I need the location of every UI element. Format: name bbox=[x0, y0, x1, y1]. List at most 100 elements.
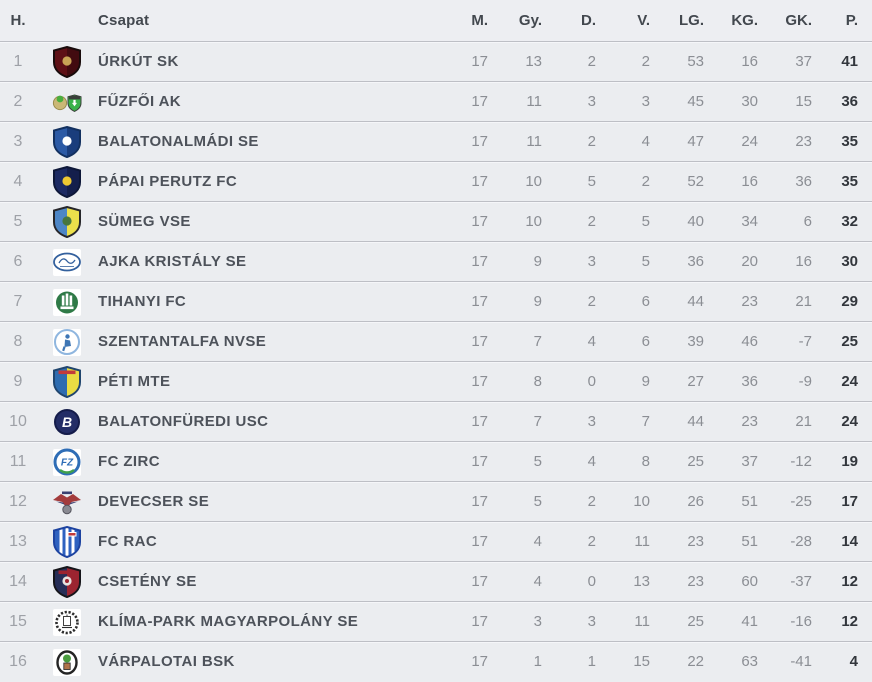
stat-v: 8 bbox=[641, 453, 650, 470]
stat-points: 24 bbox=[841, 413, 858, 430]
column-header-d: D. bbox=[581, 12, 596, 29]
klima-park-magyarpolany-se-crest-icon bbox=[36, 606, 98, 638]
stat-points: 32 bbox=[841, 213, 858, 230]
stat-gk: -16 bbox=[790, 613, 812, 630]
varpalotai-bsk-crest-icon bbox=[36, 646, 98, 678]
team-name-link[interactable]: BALATONALMÁDI SE bbox=[98, 133, 259, 150]
stat-gy: 1 bbox=[533, 653, 542, 670]
stat-d: 2 bbox=[587, 533, 596, 550]
stat-gy: 9 bbox=[533, 293, 542, 310]
stat-lg: 40 bbox=[687, 213, 704, 230]
table-row[interactable]: 7 TIHANYI FC 17 9 2 6 44 23 21 29 bbox=[0, 281, 872, 321]
position-number: 16 bbox=[9, 652, 27, 670]
stat-v: 6 bbox=[641, 293, 650, 310]
stat-lg: 45 bbox=[687, 93, 704, 110]
table-row[interactable]: 14 CSETÉNY SE 17 4 0 13 23 60 -37 12 bbox=[0, 561, 872, 601]
svg-text:B: B bbox=[62, 414, 72, 430]
stat-gk: -12 bbox=[790, 453, 812, 470]
stat-d: 2 bbox=[587, 493, 596, 510]
stat-d: 3 bbox=[587, 93, 596, 110]
stat-gk: -28 bbox=[790, 533, 812, 550]
team-name-link[interactable]: VÁRPALOTAI BSK bbox=[98, 653, 235, 670]
stat-gy: 13 bbox=[525, 53, 542, 70]
stat-points: 14 bbox=[841, 533, 858, 550]
stat-v: 7 bbox=[641, 413, 650, 430]
table-row[interactable]: 9 PÉTI MTE 17 8 0 9 27 36 -9 24 bbox=[0, 361, 872, 401]
team-name-link[interactable]: AJKA KRISTÁLY SE bbox=[98, 253, 247, 270]
table-row[interactable]: 13 FC RAC 17 4 2 11 23 51 -28 14 bbox=[0, 521, 872, 561]
stat-points: 12 bbox=[841, 613, 858, 630]
table-row[interactable]: 10 B BALATONFÜREDI USC 17 7 3 7 44 23 21 24 bbox=[0, 401, 872, 441]
table-row[interactable]: 5 SÜMEG VSE 17 10 2 5 40 34 6 32 bbox=[0, 201, 872, 241]
column-header-m: M. bbox=[471, 12, 488, 29]
position-number: 9 bbox=[13, 372, 23, 390]
table-row[interactable]: 15 KLÍMA-PARK MAGYARPOLÁNY SE 17 3 3 11 25 41 -1… bbox=[0, 601, 872, 641]
stat-d: 1 bbox=[587, 653, 596, 670]
team-name-link[interactable]: KLÍMA-PARK MAGYARPOLÁNY SE bbox=[98, 613, 359, 630]
stat-m: 17 bbox=[471, 253, 488, 270]
stat-m: 17 bbox=[471, 453, 488, 470]
team-name-link[interactable]: FC ZIRC bbox=[98, 453, 160, 470]
stat-v: 2 bbox=[641, 53, 650, 70]
stat-gy: 10 bbox=[525, 213, 542, 230]
team-name-link[interactable]: SZENTANTALFA NVSE bbox=[98, 333, 267, 350]
stat-gy: 7 bbox=[533, 413, 542, 430]
position-number: 8 bbox=[13, 332, 23, 350]
column-header-v: V. bbox=[637, 12, 650, 29]
table-row[interactable]: 3 BALATONALMÁDI SE 17 11 2 4 47 24 23 35 bbox=[0, 121, 872, 161]
table-row[interactable]: 8 SZENTANTALFA NVSE 17 7 4 6 39 46 -7 25 bbox=[0, 321, 872, 361]
position-number: 13 bbox=[9, 532, 27, 550]
stat-m: 17 bbox=[471, 533, 488, 550]
stat-lg: 52 bbox=[687, 173, 704, 190]
team-name-link[interactable]: PÁPAI PERUTZ FC bbox=[98, 173, 238, 190]
peti-mte-crest-icon bbox=[36, 365, 98, 398]
stat-kg: 60 bbox=[741, 573, 758, 590]
table-row[interactable]: 4 PÁPAI PERUTZ FC 17 10 5 2 52 16 36 35 bbox=[0, 161, 872, 201]
stat-points: 25 bbox=[841, 333, 858, 350]
team-name-link[interactable]: PÉTI MTE bbox=[98, 373, 171, 390]
stat-gk: 6 bbox=[803, 213, 812, 230]
stat-kg: 51 bbox=[741, 533, 758, 550]
team-name-link[interactable]: FC RAC bbox=[98, 533, 158, 550]
position-number: 1 bbox=[13, 52, 23, 70]
tihanyi-fc-crest-icon bbox=[36, 286, 98, 318]
stat-v: 5 bbox=[641, 253, 650, 270]
stat-gy: 9 bbox=[533, 253, 542, 270]
team-name-link[interactable]: CSETÉNY SE bbox=[98, 573, 197, 590]
stat-kg: 24 bbox=[741, 133, 758, 150]
stat-lg: 27 bbox=[687, 373, 704, 390]
ajka-kristaly-se-crest-icon bbox=[36, 246, 98, 278]
table-row[interactable]: 12 DEVECSER SE 17 5 2 10 26 51 -25 17 bbox=[0, 481, 872, 521]
table-row[interactable]: 1 ÚRKÚT SK 17 13 2 2 53 16 37 41 bbox=[0, 41, 872, 81]
stat-m: 17 bbox=[471, 413, 488, 430]
stat-kg: 34 bbox=[741, 213, 758, 230]
stat-lg: 53 bbox=[687, 53, 704, 70]
team-name-link[interactable]: TIHANYI FC bbox=[98, 293, 187, 310]
table-body: 1 ÚRKÚT SK 17 13 2 2 53 16 37 41 2 FŰZFŐI AK 17 11 3 3 4… bbox=[0, 41, 872, 681]
table-row[interactable]: 16 VÁRPALOTAI BSK 17 1 1 15 22 63 -41 4 bbox=[0, 641, 872, 681]
team-name-link[interactable]: BALATONFÜREDI USC bbox=[98, 413, 269, 430]
table-row[interactable]: 6 AJKA KRISTÁLY SE 17 9 3 5 36 20 16 30 bbox=[0, 241, 872, 281]
team-name-link[interactable]: ÚRKÚT SK bbox=[98, 53, 179, 70]
stat-d: 2 bbox=[587, 133, 596, 150]
stat-v: 5 bbox=[641, 213, 650, 230]
table-row[interactable]: 11 FZ FC ZIRC 17 5 4 8 25 37 -12 19 bbox=[0, 441, 872, 481]
stat-v: 4 bbox=[641, 133, 650, 150]
team-name-link[interactable]: SÜMEG VSE bbox=[98, 213, 191, 230]
urkut-sk-crest-icon bbox=[36, 45, 98, 78]
team-name-link[interactable]: FŰZFŐI AK bbox=[98, 93, 182, 110]
fc-zirc-crest-icon: FZ bbox=[36, 446, 98, 478]
position-number: 3 bbox=[13, 132, 23, 150]
table-row[interactable]: 2 FŰZFŐI AK 17 11 3 3 45 30 15 36 bbox=[0, 81, 872, 121]
column-header-gy: Gy. bbox=[518, 12, 542, 29]
szentantalfa-nvse-crest-icon bbox=[36, 326, 98, 358]
position-number: 14 bbox=[9, 572, 27, 590]
position-number: 10 bbox=[9, 412, 27, 430]
stat-gy: 10 bbox=[525, 173, 542, 190]
stat-m: 17 bbox=[471, 133, 488, 150]
stat-kg: 36 bbox=[741, 373, 758, 390]
stat-points: 35 bbox=[841, 173, 858, 190]
stat-kg: 20 bbox=[741, 253, 758, 270]
stat-v: 3 bbox=[641, 93, 650, 110]
team-name-link[interactable]: DEVECSER SE bbox=[98, 493, 210, 510]
